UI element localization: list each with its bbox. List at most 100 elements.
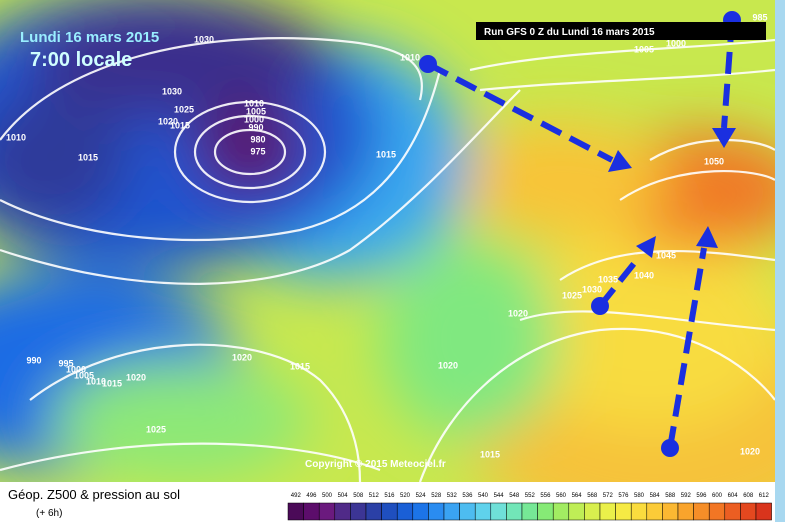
colorbar-swatch <box>381 502 398 521</box>
isobar-label: 1015 <box>78 152 98 162</box>
colorbar-label: 548 <box>509 493 520 499</box>
isobar-label: 1020 <box>508 308 528 318</box>
isobar-label: 1030 <box>194 34 214 44</box>
colorbar-swatch <box>506 502 523 521</box>
colorbar-swatch <box>396 502 414 521</box>
colorbar-swatch <box>708 502 726 521</box>
colorbar-swatch <box>693 502 710 521</box>
colorbar-swatch <box>537 502 554 521</box>
colorbar-swatch <box>303 502 320 521</box>
isobar-label: 1035 <box>598 274 618 284</box>
isobar-label: 1020 <box>126 372 146 382</box>
colorbar-label: 596 <box>696 493 707 499</box>
colorbar-label: 612 <box>759 493 770 499</box>
colorbar-label: 520 <box>400 493 411 499</box>
colorbar-swatch <box>599 502 616 521</box>
colorbar-swatch <box>490 502 507 521</box>
isobar-label: 1025 <box>146 424 166 434</box>
isobar-label: 1000 <box>666 38 686 48</box>
colorbar-label: 540 <box>478 493 489 499</box>
colorbar-label: 508 <box>353 493 364 499</box>
frame-edge <box>775 0 785 522</box>
isobar-label: 1005 <box>74 370 94 380</box>
isobar-label: 1040 <box>634 270 654 280</box>
footer-title: Géop. Z500 & pression au sol <box>8 487 180 502</box>
colorbar-label: 492 <box>291 493 302 499</box>
isobar-label: 1015 <box>102 378 122 388</box>
isobar-label: 980 <box>250 134 265 144</box>
isobar-label: 1015 <box>376 149 396 159</box>
isobar-label: 1015 <box>480 449 500 459</box>
isobar-label: 1010 <box>400 52 420 62</box>
colorbar-swatch <box>615 502 632 521</box>
colorbar-label: 536 <box>462 493 473 499</box>
isobar-label: 1020 <box>438 360 458 370</box>
colorbar-label: 500 <box>322 493 333 499</box>
colorbar-swatch <box>350 502 367 521</box>
colorbar-swatch <box>428 502 445 521</box>
isobar-label: 1015 <box>290 361 310 371</box>
isobar-label: 1030 <box>162 86 182 96</box>
colorbar-label: 556 <box>540 493 551 499</box>
isobar-label: 1005 <box>246 106 266 116</box>
colorbar-label: 600 <box>712 493 723 499</box>
time-label: 7:00 locale <box>30 49 132 71</box>
colorbar-label: 524 <box>416 493 427 499</box>
colorbar-label: 532 <box>447 493 458 499</box>
isobar-label: 990 <box>26 355 41 365</box>
isobar-label: 1000 <box>244 114 264 124</box>
colorbar-label: 512 <box>369 493 380 499</box>
isobar-label: 1050 <box>704 156 724 166</box>
isobar-label: 990 <box>248 122 263 132</box>
colorbar-swatch <box>318 502 336 521</box>
isobar-label: 1030 <box>582 284 602 294</box>
colorbar-swatch <box>443 502 460 521</box>
colorbar-label: 496 <box>306 493 317 499</box>
colorbar-label: 580 <box>634 493 645 499</box>
colorbar-swatch <box>552 502 570 521</box>
colorbar-label: 572 <box>603 493 614 499</box>
colorbar-swatch <box>474 502 492 521</box>
colorbar-label: 568 <box>587 493 598 499</box>
colorbar-swatch <box>287 502 304 521</box>
colorbar-swatch <box>521 502 538 521</box>
isobar-label: 995 <box>58 358 73 368</box>
colorbar-swatch <box>662 502 679 521</box>
colorbar-swatch <box>646 502 663 521</box>
isobar-label: 975 <box>250 146 265 156</box>
colorbar-label: 584 <box>650 493 661 499</box>
colorbar-label: 516 <box>384 493 395 499</box>
isobar-label: 1010 <box>6 132 26 142</box>
colorbar-swatch <box>365 502 382 521</box>
colorbar-swatch <box>724 502 741 521</box>
isobar-label: 1020 <box>232 352 252 362</box>
date-label: Lundi 16 mars 2015 <box>20 29 159 46</box>
isobar-label: 1005 <box>634 44 654 54</box>
isobar-label: 1010 <box>244 98 264 108</box>
isobar-label: 1025 <box>562 290 582 300</box>
colorbar-label: 528 <box>431 493 442 499</box>
colorbar-label: 588 <box>665 493 676 499</box>
colorbar-label: 504 <box>338 493 349 499</box>
colorbar-label: 576 <box>618 493 629 499</box>
colorbar-swatch <box>740 502 757 521</box>
colorbar-swatch <box>755 502 772 521</box>
colorbar-swatch <box>568 502 585 521</box>
colorbar-label: 560 <box>556 493 567 499</box>
isobar-label: 1010 <box>86 376 106 386</box>
colorbar-label: 604 <box>728 493 739 499</box>
run-label: Run GFS 0 Z du Lundi 16 mars 2015 <box>484 27 655 38</box>
colorbar-swatch <box>584 502 601 521</box>
footer-lead: (+ 6h) <box>36 508 62 519</box>
isobar-label: 1020 <box>740 446 760 456</box>
isobar-label: 1015 <box>170 120 190 130</box>
colorbar-swatch <box>677 502 694 521</box>
colorbar-label: 544 <box>494 493 505 499</box>
isobar-label: 985 <box>752 12 767 22</box>
isobar-label: 1025 <box>174 104 194 114</box>
colorbar-swatch <box>630 502 648 521</box>
isobar-label: 1020 <box>158 116 178 126</box>
